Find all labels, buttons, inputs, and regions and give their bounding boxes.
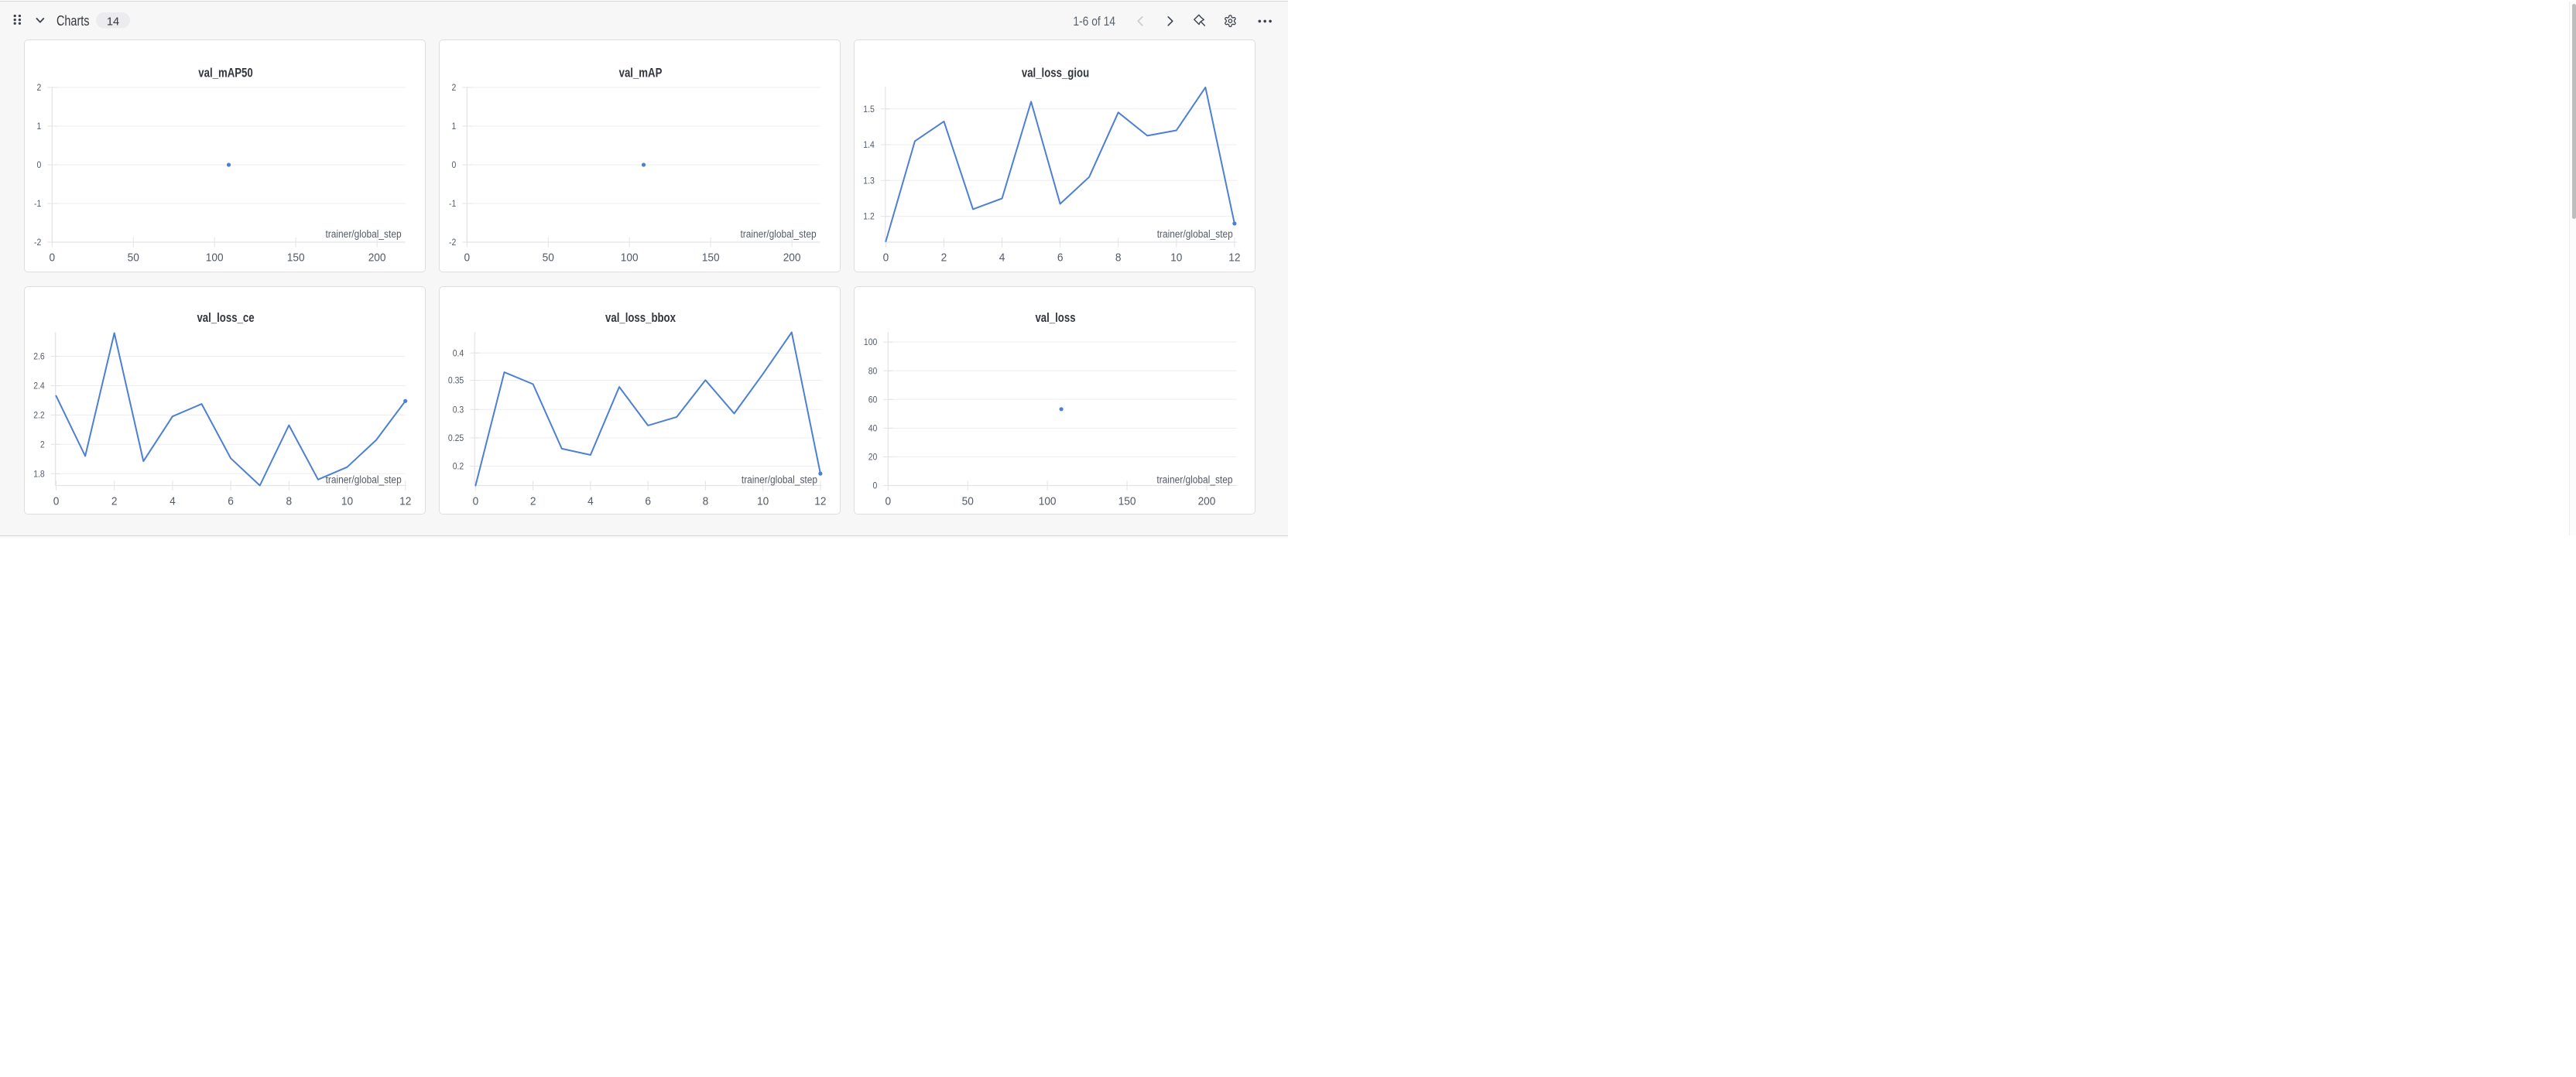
svg-text:1-6 of 14: 1-6 of 14 (1073, 15, 1115, 29)
svg-text:2.4: 2.4 (33, 381, 45, 391)
svg-text:12: 12 (814, 494, 826, 508)
svg-text:0: 0 (451, 160, 456, 170)
svg-text:80: 80 (868, 366, 877, 376)
svg-text:0: 0 (885, 494, 891, 508)
svg-text:100: 100 (1038, 494, 1056, 508)
svg-text:trainer/global_step: trainer/global_step (741, 473, 817, 485)
svg-text:200: 200 (783, 251, 800, 264)
svg-text:trainer/global_step: trainer/global_step (1156, 473, 1232, 485)
svg-text:12: 12 (1228, 251, 1240, 264)
svg-text:6: 6 (228, 494, 234, 508)
svg-text:8: 8 (286, 494, 292, 508)
svg-text:0: 0 (53, 494, 59, 508)
svg-text:150: 150 (1118, 494, 1136, 508)
svg-text:0: 0 (464, 251, 470, 264)
svg-text:trainer/global_step: trainer/global_step (740, 227, 816, 240)
svg-text:val_mAP50: val_mAP50 (198, 67, 252, 80)
svg-text:1: 1 (36, 121, 41, 132)
svg-text:1.3: 1.3 (863, 176, 875, 186)
svg-text:1: 1 (451, 121, 456, 132)
svg-text:10: 10 (341, 494, 352, 508)
svg-text:1.5: 1.5 (863, 104, 875, 115)
svg-text:200: 200 (368, 251, 385, 264)
svg-text:val_loss: val_loss (1035, 311, 1075, 325)
svg-text:12: 12 (399, 494, 411, 508)
svg-text:100: 100 (863, 337, 876, 347)
svg-text:-1: -1 (34, 199, 41, 209)
svg-text:0: 0 (472, 494, 478, 508)
svg-text:val_loss_ce: val_loss_ce (197, 311, 254, 325)
svg-text:150: 150 (286, 251, 304, 264)
svg-text:0.35: 0.35 (447, 376, 463, 386)
svg-text:100: 100 (620, 251, 638, 264)
svg-text:4: 4 (170, 494, 176, 508)
svg-text:14: 14 (107, 15, 119, 28)
svg-text:8: 8 (702, 494, 708, 508)
svg-text:1.4: 1.4 (863, 140, 875, 150)
svg-text:100: 100 (205, 251, 223, 264)
svg-text:2.2: 2.2 (33, 411, 45, 421)
svg-text:0.3: 0.3 (452, 405, 464, 415)
svg-text:val_loss_giou: val_loss_giou (1021, 67, 1088, 80)
svg-text:Charts: Charts (57, 12, 89, 29)
svg-text:0.4: 0.4 (452, 348, 464, 358)
svg-text:50: 50 (961, 494, 973, 508)
svg-text:6: 6 (645, 494, 651, 508)
svg-text:0.2: 0.2 (452, 462, 464, 472)
svg-text:val_mAP: val_mAP (618, 67, 662, 80)
svg-text:0.25: 0.25 (447, 433, 463, 443)
svg-text:trainer/global_step: trainer/global_step (325, 473, 401, 485)
svg-text:6: 6 (1057, 251, 1063, 264)
svg-text:2: 2 (111, 494, 117, 508)
svg-text:2.6: 2.6 (33, 352, 45, 362)
svg-text:50: 50 (127, 251, 139, 264)
svg-text:60: 60 (868, 395, 877, 405)
svg-text:-1: -1 (449, 199, 456, 209)
svg-text:50: 50 (542, 251, 553, 264)
svg-text:2: 2 (451, 83, 456, 93)
svg-text:0: 0 (882, 251, 889, 264)
svg-text:-2: -2 (449, 238, 456, 248)
svg-text:20: 20 (868, 453, 877, 463)
svg-text:2: 2 (39, 439, 44, 450)
svg-text:0: 0 (36, 160, 41, 170)
svg-text:val_loss_bbox: val_loss_bbox (605, 311, 677, 325)
svg-text:2: 2 (940, 251, 947, 264)
svg-text:2: 2 (529, 494, 536, 508)
svg-text:10: 10 (757, 494, 769, 508)
svg-text:-2: -2 (34, 238, 41, 248)
svg-text:0: 0 (49, 251, 55, 264)
svg-text:40: 40 (868, 424, 877, 434)
svg-text:1.2: 1.2 (863, 212, 875, 222)
svg-text:0: 0 (872, 481, 877, 491)
svg-text:8: 8 (1115, 251, 1121, 264)
svg-text:10: 10 (1170, 251, 1182, 264)
svg-text:4: 4 (999, 251, 1005, 264)
svg-text:trainer/global_step: trainer/global_step (1156, 227, 1232, 240)
svg-text:150: 150 (701, 251, 719, 264)
svg-text:200: 200 (1197, 494, 1215, 508)
svg-text:4: 4 (587, 494, 594, 508)
svg-text:trainer/global_step: trainer/global_step (325, 227, 401, 240)
svg-text:2: 2 (36, 83, 41, 93)
svg-text:1.8: 1.8 (33, 469, 45, 479)
